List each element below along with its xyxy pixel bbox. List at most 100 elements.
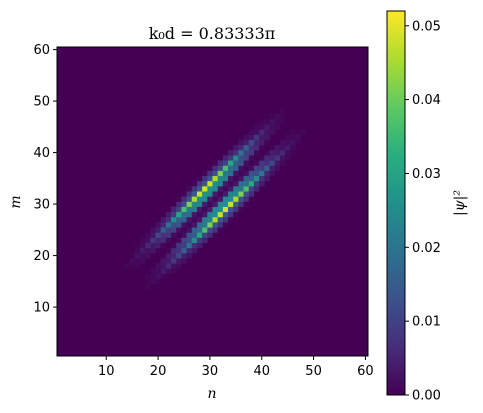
heatmap-cell xyxy=(207,201,213,207)
heatmap-cell xyxy=(217,180,224,187)
heatmap-cell xyxy=(145,237,151,243)
heatmap-cell xyxy=(233,144,239,151)
heatmap-cell xyxy=(243,201,250,207)
y-tick-label: 30 xyxy=(33,198,50,213)
heatmap-cell xyxy=(217,186,224,192)
colorbar-label: |ψ|² xyxy=(452,190,468,216)
heatmap-cell xyxy=(295,134,301,140)
heatmap-cell xyxy=(176,211,182,218)
heatmap-cell xyxy=(243,165,250,171)
heatmap-cell xyxy=(196,186,203,192)
heatmap-cell xyxy=(279,139,286,146)
heatmap-cell xyxy=(202,227,208,233)
heatmap-cell xyxy=(139,258,146,264)
heatmap-cell xyxy=(274,160,281,166)
heatmap-cell xyxy=(238,144,244,151)
heatmap-cell xyxy=(290,129,296,135)
heatmap-cell xyxy=(139,242,146,249)
heatmap-cell xyxy=(150,273,156,280)
colorbar-tick-label: 0.04 xyxy=(412,93,441,108)
heatmap-cell xyxy=(259,129,265,135)
heatmap-cell xyxy=(181,232,187,238)
heatmap-cell xyxy=(264,150,270,156)
heatmap-cell xyxy=(233,201,239,207)
heatmap-cell xyxy=(285,139,291,146)
heatmap-cell xyxy=(171,206,177,213)
heatmap-cell xyxy=(253,150,260,156)
heatmap-cell xyxy=(233,155,239,161)
heatmap-cell xyxy=(186,227,193,233)
heatmap-cell xyxy=(279,155,286,161)
heatmap-cell xyxy=(217,206,224,213)
heatmap-cell xyxy=(212,196,218,202)
heatmap-cell xyxy=(196,211,203,218)
heatmap-cell xyxy=(253,170,260,177)
heatmap-cell xyxy=(253,129,260,135)
heatmap-cell xyxy=(269,165,275,171)
heatmap-cell xyxy=(264,139,270,146)
heatmap-cell xyxy=(207,206,213,213)
heatmap-cell xyxy=(150,242,156,249)
heatmap-cell xyxy=(181,201,187,207)
heatmap-cell xyxy=(129,258,136,264)
heatmap-cell xyxy=(160,232,167,238)
heatmap-cell xyxy=(155,237,161,243)
heatmap-cell xyxy=(290,139,296,146)
heatmap-cell xyxy=(191,201,198,207)
heatmap-cell xyxy=(191,196,198,202)
heatmap-cell xyxy=(248,129,255,135)
heatmap-cell xyxy=(165,211,172,218)
colorbar-tick-label: 0.01 xyxy=(412,315,441,330)
heatmap-cell xyxy=(171,263,177,269)
heatmap-cell xyxy=(243,134,250,140)
heatmap-cell xyxy=(238,139,244,146)
heatmap-cell xyxy=(269,119,275,125)
heatmap-cell xyxy=(160,263,167,269)
heatmap-cell xyxy=(274,144,281,151)
heatmap-cell xyxy=(145,278,151,285)
heatmap-cell xyxy=(264,175,270,182)
heatmap-cell xyxy=(238,160,244,166)
heatmap-cell xyxy=(150,278,156,285)
heatmap-cell xyxy=(274,150,281,156)
heatmap-cell xyxy=(259,170,265,177)
heatmap-cell xyxy=(171,216,177,223)
heatmap-cell xyxy=(222,191,229,197)
heatmap-cell xyxy=(243,191,250,197)
heatmap-cell xyxy=(243,155,250,161)
heatmap-cell xyxy=(196,227,203,233)
heatmap-cell xyxy=(186,186,193,192)
heatmap-cell xyxy=(285,150,291,156)
heatmap-cell xyxy=(129,263,136,269)
heatmap-cell xyxy=(279,150,286,156)
heatmap-cell xyxy=(181,196,187,202)
heatmap-cell xyxy=(191,191,198,197)
heatmap-cell xyxy=(196,175,203,182)
heatmap-cell xyxy=(285,144,291,151)
x-tick-label: 50 xyxy=(305,364,322,379)
heatmap-cell xyxy=(217,201,224,207)
heatmap-cell xyxy=(181,191,187,197)
heatmap-cell xyxy=(196,201,203,207)
heatmap-cell xyxy=(191,227,198,233)
heatmap-cell xyxy=(243,160,250,166)
heatmap-cell xyxy=(207,191,213,197)
heatmap-cell xyxy=(248,196,255,202)
heatmap-cell xyxy=(238,186,244,192)
heatmap-cell xyxy=(207,186,213,192)
heatmap-cell xyxy=(253,144,260,151)
heatmap-cell xyxy=(160,268,167,274)
heatmap-cell xyxy=(165,227,172,233)
heatmap-cell xyxy=(202,170,208,177)
heatmap-cell xyxy=(290,144,296,151)
chart-title: k₀d = 0.83333π xyxy=(149,24,276,43)
heatmap-cell xyxy=(171,247,177,254)
heatmap-cell xyxy=(253,160,260,166)
colorbar-tick-label: 0.03 xyxy=(412,167,441,182)
y-axis-ticks: 10 20 30 40 50 60 xyxy=(33,43,57,316)
heatmap-cell xyxy=(176,242,182,249)
heatmap-cell xyxy=(222,175,229,182)
heatmap-cell xyxy=(155,222,161,228)
heatmap-cell xyxy=(233,165,239,171)
heatmap-cell xyxy=(228,165,234,171)
